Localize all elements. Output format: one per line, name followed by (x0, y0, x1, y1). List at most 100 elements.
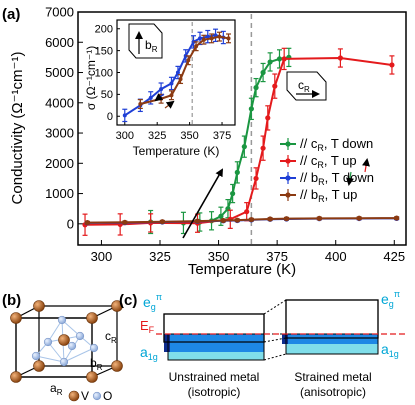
panel-a-label: (a) (2, 6, 20, 23)
svg-text:bR: bR (145, 38, 158, 54)
y-tick-label: 200 (95, 24, 113, 36)
unstrained-caption-line1: Unstrained metal (169, 370, 260, 384)
data-point (175, 70, 180, 75)
y-tick-label: 0 (107, 111, 113, 123)
inset-y-axis: 0 50 100 150 200 (95, 24, 120, 123)
egpi-label-left: egπ (143, 292, 162, 312)
t-down-arrow (346, 171, 354, 186)
data-point (260, 69, 266, 76)
data-point (159, 87, 164, 92)
x-tick-label: 400 (325, 249, 347, 264)
main-x-axis: 300 325 350 375 400 425 (91, 240, 405, 264)
unstrained-band-diagram (163, 313, 265, 361)
data-point (178, 77, 183, 82)
series-line (87, 217, 397, 224)
a1g-label-right: a1g (381, 341, 399, 359)
y-tick-label: 3000 (45, 126, 74, 141)
data-point (230, 190, 236, 197)
data-point (138, 102, 143, 106)
strained-band-diagram (282, 299, 379, 355)
data-point (394, 215, 400, 221)
inset-x-axis: 300 325 350 375 (116, 122, 231, 142)
data-point (169, 81, 174, 86)
data-point (220, 217, 226, 224)
data-point (205, 34, 210, 39)
y-tick-label: 150 (95, 45, 113, 57)
data-point (84, 220, 90, 226)
data-point (186, 58, 191, 63)
y-tick-label: 50 (101, 89, 113, 101)
x-tick-label: 325 (148, 130, 166, 142)
y-tick-label: 4000 (45, 95, 74, 110)
main-plot-series (82, 47, 400, 236)
data-point (260, 145, 266, 151)
vanadium-atom-icon (68, 390, 80, 402)
oxygen-atom-icon (92, 391, 102, 401)
data-point (389, 62, 395, 68)
data-point (267, 59, 273, 65)
data-point (201, 37, 206, 42)
oxygen-legend-label: O (103, 389, 112, 403)
panel-b: (b) (2, 292, 123, 403)
t-up-arrow (362, 158, 370, 173)
data-point (356, 215, 362, 221)
data-point (209, 36, 214, 41)
series-line (140, 35, 229, 105)
data-point (283, 216, 290, 222)
y-tick-label: 0 (67, 216, 74, 231)
outer-c-axis-tag: cR (286, 71, 327, 101)
inset-up-arrow (164, 100, 175, 109)
data-point (122, 219, 128, 225)
inset-b-axis-tag: bR (128, 23, 163, 59)
x-tick-label: 375 (266, 249, 288, 264)
data-point (248, 106, 254, 112)
data-point (159, 219, 165, 225)
data-point (234, 217, 240, 223)
data-point (194, 218, 201, 224)
panel-c: (c) EF egπ egπ (119, 289, 408, 399)
panel-b-label: (b) (2, 292, 21, 309)
x-tick-label: 300 (91, 249, 113, 264)
x-axis-label: Temperature (K) (188, 261, 296, 278)
filled-band-right (286, 334, 378, 344)
strained-caption-line1: Strained metal (294, 370, 371, 384)
y-tick-label: 2000 (45, 156, 74, 171)
y-tick-label: 7000 (45, 5, 74, 20)
data-point (248, 216, 254, 223)
y-tick-label: 6000 (45, 35, 74, 50)
data-point (217, 34, 222, 39)
main-legend: // cR, T down// cR, T up// bR, T down// … (280, 136, 374, 204)
inset-y-label: σ (Ω⁻¹cm⁻¹) (84, 46, 98, 110)
data-point (218, 213, 224, 219)
a1g-label-left: a1g (140, 344, 158, 362)
c-axis-label: cR (105, 329, 117, 345)
data-point (194, 44, 199, 49)
data-point (234, 169, 240, 175)
data-point (244, 209, 250, 215)
legend-entry: // bR, T down (300, 170, 374, 187)
b-axis-label: bR (90, 356, 103, 372)
data-point (226, 36, 231, 41)
legend-entry: // cR, T up (300, 153, 357, 170)
inset-chart: 0 50 100 150 200 300 325 350 375 σ (Ω⁻¹cm⁻¹) Te… (84, 19, 236, 158)
fermi-level-label: EF (140, 318, 155, 335)
data-point (337, 55, 343, 61)
data-point (183, 53, 188, 58)
main-y-axis: 0 1000 2000 3000 4000 5000 6000 7000 (45, 5, 83, 231)
data-point (253, 85, 259, 91)
data-point (272, 83, 278, 89)
filled-band-left (168, 334, 264, 352)
y-tick-label: 100 (95, 67, 113, 79)
svg-text:cR: cR (298, 78, 310, 94)
x-tick-label: 325 (149, 249, 171, 264)
data-point (122, 113, 127, 118)
x-tick-label: 375 (213, 130, 231, 142)
inset-series (122, 28, 232, 123)
main-plot-frame (77, 11, 407, 246)
vanadium-legend-label: V (81, 389, 89, 403)
legend-entry: // bR, T up (300, 187, 357, 204)
inset-pointer-arrow (182, 168, 223, 239)
strained-caption-line2: (anisotropic) (300, 385, 366, 399)
y-tick-label: 5000 (45, 65, 74, 80)
